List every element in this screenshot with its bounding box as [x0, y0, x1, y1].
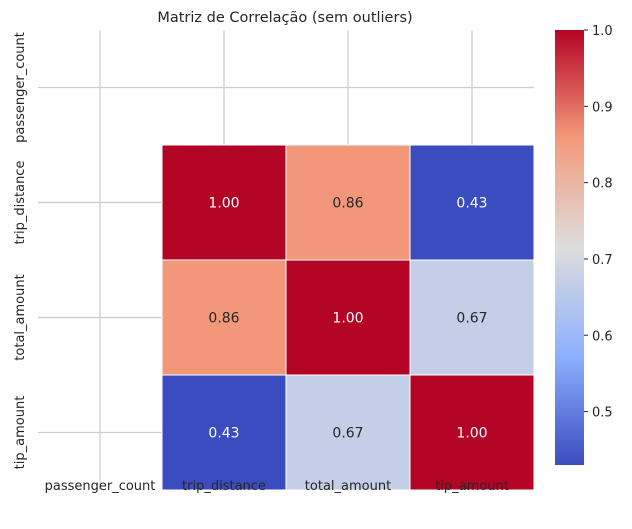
colorbar — [555, 30, 584, 465]
cell-annotations: 1.00 0.86 0.43 0.86 1.00 0.67 0.43 0.67 1.00 — [208, 196, 487, 442]
heatmap-cells — [161, 144, 535, 491]
cell-annotation: 1.00 — [332, 311, 363, 327]
y-axis-tick-labels: passenger_count trip_distance total_amount… — [13, 32, 28, 469]
x-tick-label: trip_distance — [182, 479, 266, 494]
colorbar-tick-label: 0.8 — [592, 177, 613, 192]
colorbar-tick-label: 0.6 — [592, 329, 613, 344]
y-tick-label: tip_amount — [13, 396, 28, 470]
y-tick-label: total_amount — [13, 274, 28, 360]
cell-annotation: 0.86 — [208, 311, 239, 327]
colorbar-tick-label: 0.5 — [592, 406, 613, 421]
colorbar-tick-label: 1.0 — [592, 24, 613, 39]
cell-annotation: 1.00 — [456, 426, 487, 442]
x-axis-tick-labels: passenger_count trip_distance total_amount… — [45, 479, 509, 494]
cell-annotation: 0.67 — [456, 311, 487, 327]
chart-title: Matriz de Correlação (sem outliers) — [157, 10, 412, 26]
cell-annotation: 0.43 — [208, 426, 239, 442]
heatmap-cell — [161, 144, 287, 261]
heatmap-cell — [285, 374, 411, 491]
colorbar-tick-label: 0.9 — [592, 100, 613, 115]
heatmap-cell — [409, 259, 535, 376]
colorbar-ticks: 0.5 0.6 0.7 0.8 0.9 1.0 — [584, 24, 613, 421]
x-tick-label: total_amount — [305, 479, 391, 494]
y-tick-label: trip_distance — [13, 161, 28, 245]
heatmap-cell — [285, 144, 411, 261]
x-tick-label: tip_amount — [435, 479, 509, 494]
y-tick-label: passenger_count — [13, 32, 28, 143]
heatmap-cell — [161, 374, 287, 491]
cell-annotation: 0.43 — [456, 196, 487, 212]
cell-annotation: 0.67 — [332, 426, 363, 442]
colorbar-tick-label: 0.7 — [592, 253, 613, 268]
cell-annotation: 1.00 — [208, 196, 239, 212]
cell-annotation: 0.86 — [332, 196, 363, 212]
heatmap-cell — [409, 374, 535, 491]
heatmap-cell — [409, 144, 535, 261]
x-tick-label: passenger_count — [45, 479, 156, 494]
